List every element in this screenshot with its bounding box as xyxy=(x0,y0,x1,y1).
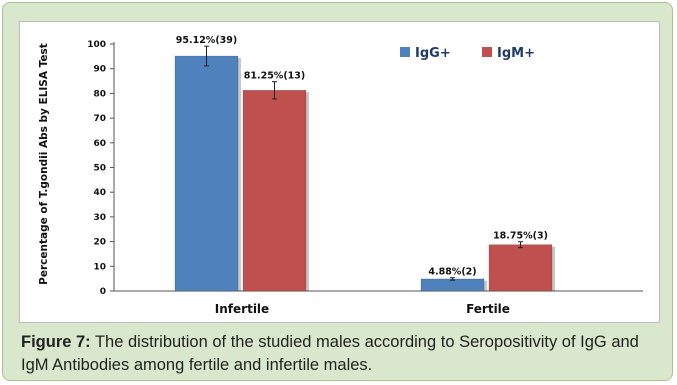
legend-swatch xyxy=(482,47,492,57)
legend-swatch xyxy=(400,47,410,57)
y-tick-label: 0 xyxy=(100,287,106,297)
y-tick-label: 80 xyxy=(93,89,106,99)
bar-igg-infertile xyxy=(174,55,239,292)
bar-shade xyxy=(236,58,241,291)
bar-igm-fertile xyxy=(488,244,553,292)
y-tick-label: 100 xyxy=(87,40,106,50)
figure-caption: Figure 7: The distribution of the studie… xyxy=(21,331,661,377)
bar-igg-fertile xyxy=(420,278,485,292)
y-tick-label: 60 xyxy=(93,139,106,149)
figure-frame: Percentage of T.gondii Abs by ELISA Test… xyxy=(2,2,673,381)
bar-shade xyxy=(304,92,309,291)
bar-chart: Percentage of T.gondii Abs by ELISA Test… xyxy=(38,35,643,316)
caption-text: The distribution of the studied males ac… xyxy=(21,333,639,374)
y-axis-label: Percentage of T.gondii Abs by ELISA Test xyxy=(38,43,50,285)
data-label: 18.75%(3) xyxy=(493,231,548,242)
legend-label: IgM+ xyxy=(497,46,535,61)
data-label: 95.12%(39) xyxy=(176,35,237,46)
legend-label: IgG+ xyxy=(415,46,451,61)
data-label: 4.88%(2) xyxy=(428,267,476,278)
chart-panel: Percentage of T.gondii Abs by ELISA Test… xyxy=(19,21,660,323)
y-tick-label: 20 xyxy=(93,238,106,248)
y-tick-label: 10 xyxy=(93,262,106,272)
x-category-label: Infertile xyxy=(215,302,269,316)
bar-shade xyxy=(482,280,487,291)
y-tick-label: 90 xyxy=(93,65,106,75)
y-tick-label: 40 xyxy=(93,188,106,198)
y-tick-label: 30 xyxy=(93,213,106,223)
x-category-label: Fertile xyxy=(466,302,510,316)
data-label: 81.25%(13) xyxy=(244,71,305,82)
bar-igm-infertile xyxy=(242,90,307,292)
y-tick-label: 70 xyxy=(93,114,106,124)
bar-shade xyxy=(550,246,555,291)
caption-label: Figure 7: xyxy=(21,333,91,351)
y-tick-label: 50 xyxy=(93,164,106,174)
